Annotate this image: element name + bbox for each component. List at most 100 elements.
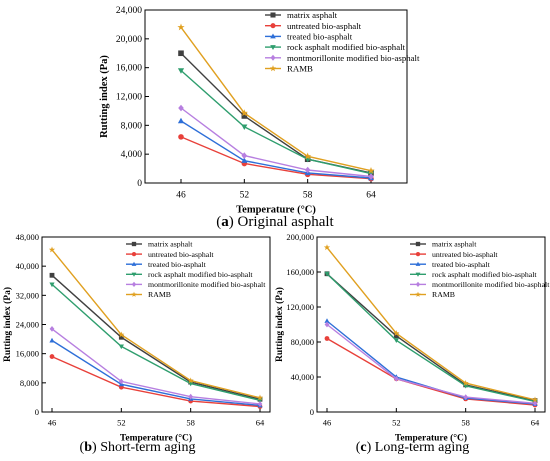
x-axis-label: Temperature (°C): [395, 433, 467, 444]
chart-original-asphalt: 0 4,000 8,000 12,000 16,000 20,000 24,000 46 52 5…: [99, 6, 420, 216]
data-point-matrix: [49, 272, 55, 278]
data-point-mont: [118, 378, 124, 385]
legend-swatch-marker: [270, 23, 276, 29]
x-tick-label: 52: [392, 418, 401, 428]
data-point-treated: [241, 157, 248, 163]
legend-swatch-marker: [270, 33, 276, 39]
legend-swatch-marker: [269, 65, 277, 72]
x-tick-label: 58: [186, 418, 195, 428]
series-line-ramb: [180, 26, 372, 172]
chart-long-term-aging: 0 40,000 80,000 120,000 160,000 200,000 46 52 58…: [274, 232, 550, 444]
legend-swatch-marker: [270, 54, 276, 61]
series-line-ramb: [326, 247, 536, 401]
data-point-mont: [463, 394, 469, 400]
data-point-mont: [304, 166, 311, 174]
y-tick-label: 24,000: [116, 6, 142, 16]
y-axis-label: Rutting index (Pa): [2, 287, 13, 362]
legend-swatch-marker: [415, 251, 421, 257]
x-tick-label: 64: [531, 418, 540, 428]
x-tick-label: 58: [303, 191, 313, 201]
series-line-untreated: [326, 337, 536, 406]
y-tick-label: 160,000: [286, 267, 314, 277]
legend-swatch-marker: [131, 272, 137, 277]
y-tick-label: 24,000: [16, 320, 39, 330]
y-tick-label: 8,000: [20, 378, 39, 388]
y-tick-label: 16,000: [16, 349, 39, 359]
y-tick-label: 8,000: [121, 121, 143, 131]
data-point-treated: [324, 318, 330, 323]
x-tick-label: 58: [461, 418, 470, 428]
x-axis-label: Temperature (°C): [120, 433, 192, 444]
caption-b: (b) Short-term aging: [79, 440, 196, 455]
data-point-mont: [178, 104, 184, 112]
legend-entry: treated bio-asphalt: [148, 260, 207, 269]
legend-entry: RAMB: [432, 290, 455, 299]
y-tick-label: 20,000: [116, 35, 142, 45]
y-tick-label: 200,000: [286, 232, 314, 242]
series-line-treated: [180, 120, 372, 179]
legend-entry: matrix asphalt: [148, 240, 193, 249]
series-line-matrix: [180, 52, 372, 174]
legend-swatch-marker: [131, 291, 137, 297]
data-point-mont: [257, 401, 263, 407]
legend-swatch-marker: [415, 281, 421, 287]
legend-swatch-marker: [131, 281, 137, 287]
data-point-rock: [118, 344, 124, 350]
y-tick-label: 40,000: [291, 372, 314, 382]
data-point-rock: [324, 271, 330, 277]
data-point-mont: [368, 173, 374, 180]
data-point-ramb: [531, 396, 539, 403]
legend-entry: montmorillonite modified bio-asphalt: [287, 53, 420, 63]
legend-swatch-marker: [415, 261, 421, 266]
data-point-mont: [324, 321, 330, 328]
y-axis-label: Rutting index (Pa): [99, 55, 110, 138]
data-point-rock: [177, 68, 185, 74]
y-tick-label: 16,000: [116, 64, 142, 74]
y-tick-label: 4,000: [121, 150, 143, 160]
data-point-mont: [49, 326, 55, 332]
series-line-mont: [326, 323, 536, 404]
legend-entry: RAMB: [148, 290, 171, 299]
data-point-matrix: [178, 50, 184, 57]
y-tick-label: 120,000: [286, 302, 314, 312]
data-point-matrix: [241, 113, 248, 119]
x-tick-label: 52: [117, 418, 126, 428]
data-point-ramb: [240, 109, 248, 117]
x-tick-label: 46: [48, 418, 57, 428]
legend-entry: rock asphalt modified bio-asphalt: [148, 270, 253, 279]
series-line-untreated: [180, 136, 372, 180]
data-point-mont: [532, 400, 538, 407]
plot-frame: [316, 236, 546, 413]
x-axis-label: Temperature (°C): [236, 205, 316, 216]
y-axis-label: Rutting index (Pa): [274, 287, 285, 362]
y-tick-label: 40,000: [16, 261, 39, 271]
series-line-rock: [51, 283, 261, 401]
x-tick-label: 46: [176, 191, 186, 201]
legend-entry: rock asphalt modified bio-asphalt: [287, 42, 406, 52]
caption-c: (c) Long-term aging: [355, 440, 470, 455]
x-tick-label: 64: [366, 191, 376, 201]
legend-entry: treated bio-asphalt: [432, 260, 491, 269]
legend-entry: rock asphalt modified bio-asphalt: [432, 270, 537, 279]
series-line-mont: [180, 107, 372, 178]
data-point-ramb: [367, 167, 375, 174]
data-point-ramb: [177, 23, 185, 31]
y-tick-label: 12,000: [116, 93, 142, 103]
data-point-rock: [49, 282, 55, 288]
legend-swatch-marker: [131, 261, 137, 266]
series-line-matrix: [51, 274, 261, 400]
y-tick-label: 32,000: [16, 290, 39, 300]
x-tick-label: 64: [256, 418, 265, 428]
caption-a: (a) Original asphalt: [216, 214, 334, 230]
data-point-ramb: [462, 379, 469, 386]
legend-entry: untreated bio-asphalt: [432, 250, 498, 259]
y-tick-label: 0: [310, 407, 314, 417]
legend-entry: matrix asphalt: [287, 10, 338, 20]
data-point-rock: [393, 338, 399, 343]
series-line-treated: [51, 339, 261, 407]
y-tick-label: 0: [137, 179, 142, 189]
series-line-mont: [51, 328, 261, 405]
series-line-rock: [180, 69, 372, 175]
series-line-rock: [326, 273, 536, 403]
